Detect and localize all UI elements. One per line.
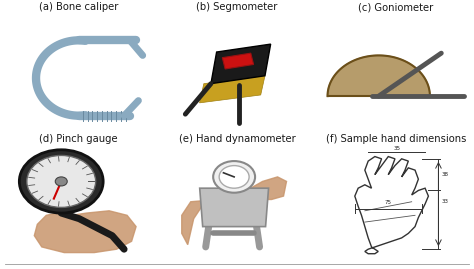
Text: (e) Hand dynamometer: (e) Hand dynamometer	[179, 134, 295, 144]
Circle shape	[19, 150, 103, 213]
Text: 33: 33	[442, 199, 449, 204]
Polygon shape	[34, 211, 136, 253]
Text: (c) Goniometer: (c) Goniometer	[358, 2, 433, 12]
Circle shape	[55, 177, 67, 186]
Text: (d) Pinch gauge: (d) Pinch gauge	[39, 134, 118, 144]
Text: (b) Segmometer: (b) Segmometer	[196, 2, 278, 12]
Circle shape	[213, 161, 255, 193]
Text: 35: 35	[393, 146, 400, 151]
Circle shape	[219, 166, 249, 188]
Text: 75: 75	[385, 200, 392, 205]
Polygon shape	[182, 177, 286, 245]
Polygon shape	[211, 44, 271, 84]
Text: (f) Sample hand dimensions: (f) Sample hand dimensions	[326, 134, 466, 144]
Text: 38: 38	[442, 172, 449, 177]
Polygon shape	[200, 76, 265, 103]
Text: (a) Bone caliper: (a) Bone caliper	[38, 2, 118, 12]
Polygon shape	[328, 55, 430, 96]
Polygon shape	[355, 157, 428, 254]
Polygon shape	[222, 53, 254, 69]
Circle shape	[27, 155, 96, 207]
Polygon shape	[200, 188, 269, 226]
